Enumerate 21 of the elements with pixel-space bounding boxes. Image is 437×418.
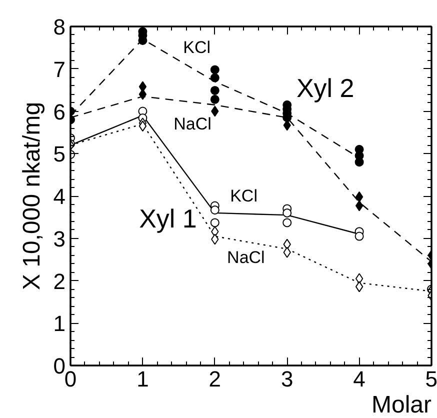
annotation: KCl [183,38,211,58]
y-tick-label: 1 [53,311,66,336]
y-tick-label: 6 [53,99,66,124]
y-axis-title: X 10,000 nkat/mg [18,102,46,290]
y-tick-label: 4 [53,184,66,209]
x-axis-title: Molar [371,392,432,418]
annotation: Xyl 1 [139,203,197,234]
y-tick-label: 8 [53,14,66,40]
y-tick-label: 3 [53,226,66,252]
y-tick-label: 7 [53,56,66,82]
x-tick-label: 1 [136,366,149,392]
y-tick-label: 5 [53,142,66,167]
x-tick-label: 3 [280,366,294,392]
x-tick-label: 2 [208,366,222,392]
annotation: KCl [230,186,258,206]
annotation: NaCl [227,248,265,267]
annotation: NaCl [174,114,212,134]
x-tick-label: 5 [425,366,437,392]
y-tick-label: 2 [53,268,66,294]
annotation: Xyl 2 [296,72,354,103]
x-tick-label: 4 [353,366,366,392]
